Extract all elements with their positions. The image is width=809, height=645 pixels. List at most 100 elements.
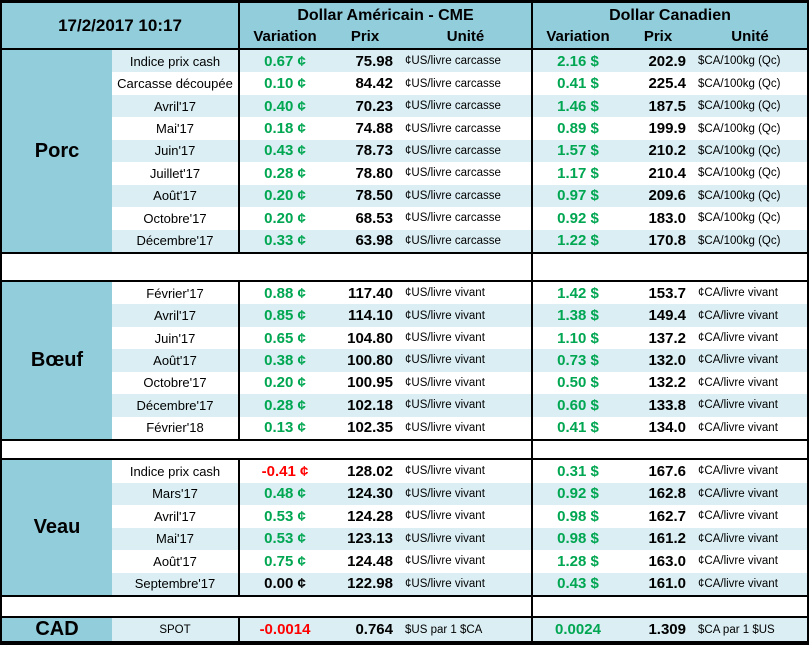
us-dollar-title: Dollar Américain - CME: [297, 6, 474, 24]
ca-price-cell: 161.2: [648, 530, 686, 548]
us-price-cell: 117.40: [347, 284, 393, 302]
ca-unit-cell: ¢CA/livre vivant: [698, 465, 778, 478]
us-price-cell: 102.18: [347, 396, 393, 414]
us-unit-cell: ¢US/livre carcasse: [405, 189, 501, 202]
currency-divider: [531, 572, 533, 595]
row-label: Mai'17: [156, 531, 194, 547]
ca-price-cell: 149.4: [648, 307, 686, 325]
us-price-cell: 123.13: [347, 530, 393, 548]
ca-price-cell: 210.4: [648, 164, 686, 182]
column-divider: [238, 460, 240, 483]
blank-spacer-row: [2, 439, 807, 460]
table-row: Juin'17 0.65 ¢ 104.80 ¢US/livre vivant 1…: [112, 326, 807, 350]
us-price-cell: 63.98: [355, 232, 393, 250]
ca-unit-cell: ¢CA/livre vivant: [698, 510, 778, 523]
us-price-cell: 122.98: [347, 575, 393, 593]
ca-variation-cell: 0.98 $: [557, 507, 599, 525]
us-variation-cell: 0.40 ¢: [264, 97, 306, 115]
ca-variation-cell: 0.43 $: [557, 575, 599, 593]
table-row: Août'17 0.75 ¢ 124.48 ¢US/livre vivant 1…: [112, 550, 807, 573]
table-row: Décembre'17 0.33 ¢ 63.98 ¢US/livre carca…: [112, 229, 807, 252]
us-price-header: Prix: [350, 28, 380, 45]
currency-divider: [531, 326, 533, 350]
row-label: Août'17: [153, 188, 197, 204]
us-variation-cell: 0.43 ¢: [264, 142, 306, 160]
us-variation-cell: 0.20 ¢: [264, 374, 306, 392]
us-variation-cell: 0.85 ¢: [264, 307, 306, 325]
us-price-cell: 124.30: [347, 485, 393, 503]
us-variation-cell: 0.20 ¢: [264, 187, 306, 205]
ca-variation-cell: 0.89 $: [557, 120, 599, 138]
section-boeuf: Bœuf Février'17 0.88 ¢ 117.40 ¢US/livre …: [2, 282, 807, 439]
boeuf-rows: Février'17 0.88 ¢ 117.40 ¢US/livre vivan…: [112, 282, 807, 439]
currency-divider: [531, 394, 533, 417]
column-divider: [238, 394, 240, 417]
row-label: Avril'17: [154, 508, 196, 524]
row-label: Carcasse découpée: [117, 76, 233, 92]
currency-divider: [531, 304, 533, 327]
porc-rows: Indice prix cash 0.67 ¢ 75.98 ¢US/livre …: [112, 50, 807, 252]
column-divider: [238, 618, 240, 641]
us-unit-cell: ¢US/livre vivant: [405, 487, 485, 500]
table-row: Février'17 0.88 ¢ 117.40 ¢US/livre vivan…: [112, 282, 807, 305]
ca-price-cell: 163.0: [648, 552, 686, 570]
us-price-cell: 70.23: [355, 97, 393, 115]
ca-unit-cell: ¢CA/livre vivant: [698, 309, 778, 322]
column-divider: [238, 349, 240, 372]
us-variation-cell: 0.13 ¢: [264, 419, 306, 437]
row-label: SPOT: [159, 623, 191, 636]
us-unit-cell: ¢US/livre vivant: [405, 332, 485, 345]
currency-divider: [531, 482, 533, 505]
ca-unit-cell: $CA/100kg (Qc): [698, 189, 781, 202]
column-divider: [238, 416, 240, 439]
us-price-cell: 78.80: [355, 164, 393, 182]
date-time-cell: 17/2/2017 10:17: [58, 15, 182, 35]
section-veau: Veau Indice prix cash -0.41 ¢ 128.02 ¢US…: [2, 460, 807, 595]
us-price-cell: 128.02: [347, 462, 393, 480]
us-price-cell: 68.53: [355, 209, 393, 227]
column-divider: [238, 326, 240, 350]
us-variation-cell: -0.0014: [259, 621, 311, 638]
ca-column-headers: Variation Prix Unité: [533, 28, 807, 48]
blank-spacer-row: [2, 595, 807, 618]
ca-variation-cell: 1.57 $: [557, 142, 599, 160]
us-unit-cell: ¢US/livre carcasse: [405, 122, 501, 135]
ca-variation-cell: 0.41 $: [557, 75, 599, 93]
ca-variation-cell: 0.73 $: [557, 351, 599, 369]
currency-divider: [531, 416, 533, 439]
us-unit-cell: ¢US/livre vivant: [405, 532, 485, 545]
column-divider: [238, 572, 240, 595]
row-label: Juillet'17: [149, 165, 201, 181]
section-porc: Porc Indice prix cash 0.67 ¢ 75.98 ¢US/l…: [2, 50, 807, 252]
currency-divider: [531, 94, 533, 118]
us-price-cell: 124.48: [347, 552, 393, 570]
row-label: Septembre'17: [134, 576, 216, 592]
us-unit-cell: ¢US/livre carcasse: [405, 144, 501, 157]
ca-variation-cell: 0.92 $: [557, 209, 599, 227]
ca-unit-header: Unité: [731, 28, 769, 45]
ca-price-cell: 134.0: [648, 419, 686, 437]
ca-variation-cell: 1.17 $: [557, 164, 599, 182]
us-variation-cell: 0.75 ¢: [264, 552, 306, 570]
ca-unit-cell: ¢CA/livre vivant: [698, 399, 778, 412]
row-label: Indice prix cash: [129, 463, 221, 479]
ca-price-cell: 167.6: [648, 462, 686, 480]
ca-price-cell: 161.0: [648, 575, 686, 593]
us-unit-header: Unité: [446, 28, 485, 45]
currency-divider: [531, 371, 533, 395]
us-unit-cell: ¢US/livre vivant: [405, 287, 485, 300]
ca-variation-cell: 0.60 $: [557, 396, 599, 414]
ca-price-cell: 1.309: [648, 621, 686, 638]
ca-unit-cell: $CA/100kg (Qc): [698, 144, 781, 157]
currency-divider: [531, 254, 533, 280]
ca-unit-cell: $CA/100kg (Qc): [698, 77, 781, 90]
us-unit-cell: ¢US/livre carcasse: [405, 234, 501, 247]
ca-variation-cell: 1.42 $: [557, 284, 599, 302]
us-variation-cell: 0.33 ¢: [264, 232, 306, 250]
currency-divider: [531, 229, 533, 252]
us-variation-cell: 0.18 ¢: [264, 120, 306, 138]
row-label: Juin'17: [154, 143, 196, 159]
ca-price-cell: 162.7: [648, 507, 686, 525]
row-label: Juin'17: [154, 330, 196, 346]
column-divider: [238, 371, 240, 395]
